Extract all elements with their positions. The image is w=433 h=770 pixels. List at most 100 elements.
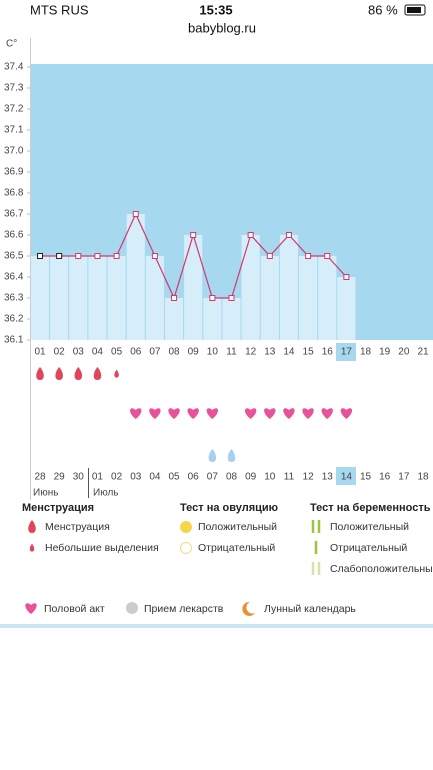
date-label: 14 xyxy=(341,472,353,483)
date-label: 08 xyxy=(226,472,238,483)
date-label: 05 xyxy=(168,472,180,483)
carrier: MTS RUS xyxy=(30,2,89,17)
y-tick-label: 36.3 xyxy=(4,293,24,304)
bottom-border xyxy=(0,624,433,628)
x-tick-label: 10 xyxy=(207,347,219,358)
date-label: 29 xyxy=(54,472,66,483)
date-label: 01 xyxy=(92,472,104,483)
day-bar xyxy=(145,256,164,340)
x-tick-label: 05 xyxy=(111,347,123,358)
legend-item: Отрицательный xyxy=(198,542,275,554)
temperature-point xyxy=(113,253,120,259)
ovulation-icon xyxy=(227,449,236,462)
menstruation-icon xyxy=(36,367,44,380)
date-label: 06 xyxy=(188,472,200,483)
y-tick-label: 36.2 xyxy=(4,314,24,325)
x-tick-label: 03 xyxy=(73,347,85,358)
y-tick-label: 36.1 xyxy=(4,335,24,346)
legend-item: Отрицательный xyxy=(330,542,407,554)
date-label: 18 xyxy=(417,472,429,483)
date-label: 03 xyxy=(130,472,142,483)
day-bar xyxy=(241,235,260,340)
date-label: 13 xyxy=(322,472,334,483)
x-tick-label: 20 xyxy=(398,347,410,358)
day-bar xyxy=(337,277,356,340)
heart-icon xyxy=(283,408,295,419)
legend-item: Положительный xyxy=(198,521,277,533)
heart-icon xyxy=(244,408,257,419)
date-label: 02 xyxy=(111,472,123,483)
y-tick-label: 37.2 xyxy=(4,104,24,115)
y-tick-label: 36.4 xyxy=(4,272,24,283)
day-bar xyxy=(30,256,50,340)
date-label: 12 xyxy=(303,472,315,483)
day-bar xyxy=(279,235,299,340)
legend-title: Тест на беременность xyxy=(310,502,431,514)
temperature-point xyxy=(266,253,273,259)
date-label: 04 xyxy=(149,472,161,483)
month-label: Июль xyxy=(93,488,119,499)
day-bar xyxy=(164,298,184,340)
legend-icon xyxy=(180,521,192,533)
x-tick-label: 12 xyxy=(245,347,257,358)
date-label: 09 xyxy=(245,472,257,483)
y-tick-label: 36.7 xyxy=(4,209,24,220)
heart-icon xyxy=(206,408,219,419)
day-bar xyxy=(107,256,126,340)
temperature-point xyxy=(305,253,312,259)
legend-icon xyxy=(242,601,255,616)
x-tick-label: 07 xyxy=(149,347,161,358)
temperature-point xyxy=(56,253,63,259)
heart-icon xyxy=(340,408,353,419)
day-bar xyxy=(260,256,279,340)
y-unit: C° xyxy=(6,39,17,50)
temperature-point xyxy=(324,253,331,259)
legend-item: Лунный календарь xyxy=(264,603,356,615)
x-tick-label: 08 xyxy=(168,347,180,358)
battery-level xyxy=(407,7,421,13)
legend-item: Менструация xyxy=(45,521,110,533)
date-label: 07 xyxy=(207,472,219,483)
y-tick-label: 37.3 xyxy=(4,83,24,94)
legend-icon xyxy=(126,602,138,614)
temperature-point xyxy=(94,253,101,259)
temperature-point xyxy=(285,232,292,238)
heart-icon xyxy=(168,408,180,419)
y-tick-label: 37.0 xyxy=(4,146,24,157)
menstruation-icon xyxy=(74,367,83,380)
heart-icon xyxy=(130,408,142,419)
date-label: 16 xyxy=(379,472,391,483)
clock: 15:35 xyxy=(199,2,232,17)
legend-title: Менструация xyxy=(22,502,94,514)
x-tick-label: 19 xyxy=(379,347,391,358)
y-tick-label: 37.4 xyxy=(4,62,24,73)
legend-icon xyxy=(28,520,36,533)
day-bar xyxy=(184,235,203,340)
legend-icon xyxy=(311,562,321,575)
legend-icon xyxy=(180,542,192,554)
date-label: 30 xyxy=(73,472,85,483)
date-label: 17 xyxy=(398,472,410,483)
menstruation-icon xyxy=(114,369,119,378)
menstruation-icon xyxy=(55,367,63,380)
date-label: 11 xyxy=(284,472,295,483)
menstruation-icon xyxy=(93,367,102,380)
temperature-point xyxy=(132,211,139,217)
date-label: 15 xyxy=(360,472,372,483)
x-tick-label: 04 xyxy=(92,347,104,358)
y-tick-label: 36.8 xyxy=(4,188,24,199)
day-bar xyxy=(69,256,88,340)
day-bar xyxy=(299,256,318,340)
temperature-point xyxy=(228,295,235,301)
y-tick-label: 36.6 xyxy=(4,230,24,241)
temperature-point xyxy=(343,274,350,280)
address[interactable]: babyblog.ru xyxy=(188,20,256,35)
heart-icon xyxy=(264,408,276,419)
legend-icon xyxy=(25,603,37,614)
legend-title: Тест на овуляцию xyxy=(180,502,278,514)
date-label: 10 xyxy=(264,472,276,483)
x-tick-label: 16 xyxy=(322,347,334,358)
x-tick-label: 02 xyxy=(54,347,66,358)
day-bar xyxy=(50,256,69,340)
